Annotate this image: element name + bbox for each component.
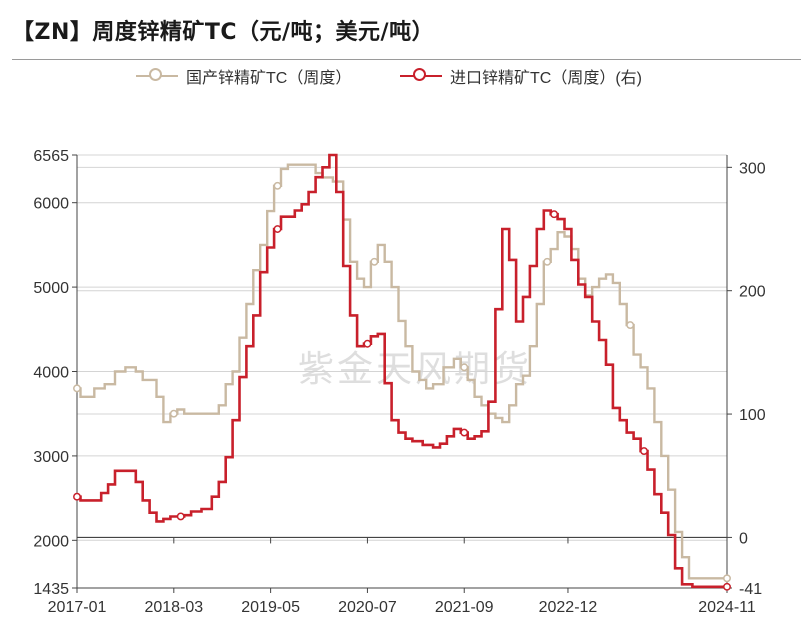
- marker-domestic: [370, 257, 379, 266]
- y-left-tick-label: 6000: [33, 196, 69, 213]
- marker-domestic: [169, 409, 178, 418]
- series-line-imported: [77, 153, 727, 589]
- marker-imported: [723, 582, 731, 591]
- marker-imported: [640, 447, 648, 456]
- series-line-domestic: [77, 163, 727, 580]
- y-left-tick-label: 2000: [33, 533, 69, 550]
- chart-title: 【ZN】周度锌精矿TC（元/吨；美元/吨）: [12, 20, 435, 45]
- title-divider: [12, 59, 801, 60]
- marker-imported: [550, 210, 559, 219]
- legend-swatch-imported: [398, 62, 444, 90]
- y-left-tick-label: 3000: [33, 449, 69, 466]
- x-tick-label: 2018-03: [144, 599, 203, 616]
- legend-label-domestic: 国产锌精矿TC（周度）: [186, 70, 352, 87]
- x-tick-label: 2024-11: [698, 599, 756, 616]
- legend-item-domestic[interactable]: 国产锌精矿TC（周度）: [134, 62, 351, 90]
- marker-domestic: [543, 257, 552, 266]
- y-left-tick-label: 1435: [33, 581, 69, 598]
- marker-domestic: [723, 574, 731, 583]
- y-right-tick-label: 100: [739, 407, 766, 424]
- y-right-tick-label: 200: [739, 284, 766, 301]
- x-tick-label: 2019-05: [241, 599, 300, 616]
- marker-imported: [273, 225, 282, 233]
- chart-legend: 国产锌精矿TC（周度） 进口锌精矿TC（周度）(右): [0, 62, 805, 90]
- marker-imported: [363, 339, 372, 348]
- marker-imported: [176, 512, 185, 521]
- legend-item-imported[interactable]: 进口锌精矿TC（周度）(右): [398, 62, 642, 90]
- y-left-tick-label: 4000: [33, 365, 69, 382]
- marker-domestic: [273, 181, 282, 190]
- marker-imported: [73, 492, 81, 501]
- legend-swatch-domestic: [134, 62, 180, 90]
- marker-imported: [460, 428, 469, 437]
- y-right-tick-label: 300: [739, 160, 766, 177]
- x-tick-label: 2017-01: [48, 599, 107, 616]
- marker-domestic: [73, 384, 81, 393]
- marker-domestic: [626, 321, 635, 330]
- x-tick-label: 2021-09: [435, 599, 494, 616]
- y-left-tick-label: 6565: [33, 148, 69, 165]
- y-left-tick-label: 5000: [33, 280, 69, 297]
- y-right-tick-label: -41: [739, 581, 762, 598]
- x-tick-label: 2020-07: [338, 599, 397, 616]
- y-right-tick-label: 0: [739, 530, 748, 547]
- legend-label-imported: 进口锌精矿TC（周度）(右): [450, 70, 642, 87]
- marker-domestic: [460, 363, 469, 372]
- x-tick-label: 2022-12: [539, 599, 598, 616]
